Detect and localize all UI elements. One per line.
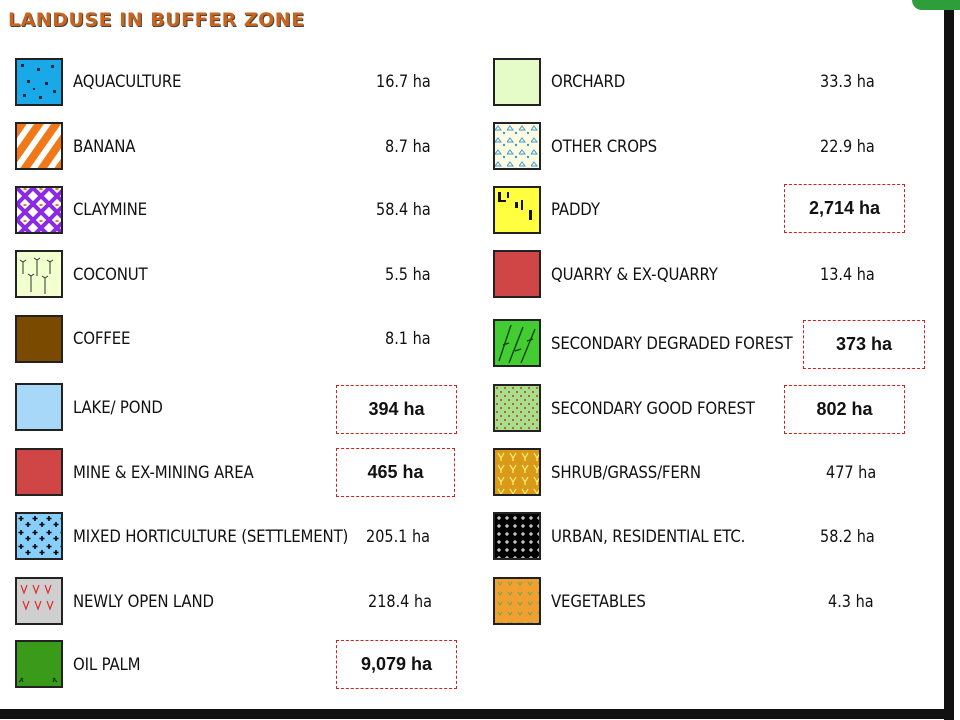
landuse-label-banana: BANANA: [73, 137, 136, 157]
secondary-degraded-forest-swatch: [493, 319, 541, 367]
landuse-label-oil-palm: OIL PALM: [73, 655, 141, 675]
landuse-label-paddy: PADDY: [551, 200, 600, 220]
coffee-swatch: [15, 315, 63, 363]
callout-good-forest-area: 802 ha: [784, 385, 905, 434]
newly-open-land-swatch: [15, 577, 63, 625]
landuse-area-coffee: 8.1 ha: [385, 329, 431, 349]
landuse-label-coffee: COFFEE: [73, 329, 131, 349]
landuse-area-quarry: 13.4 ha: [820, 265, 875, 285]
landuse-label-coconut: COCONUT: [73, 265, 148, 285]
vegetables-swatch: [493, 577, 541, 625]
shrub-grass-fern-swatch: [493, 448, 541, 496]
landuse-label-lake-pond: LAKE/ POND: [73, 398, 163, 418]
claymine-swatch: [15, 186, 63, 234]
landuse-label-vegetables: VEGETABLES: [551, 592, 646, 612]
landuse-area-mixed-horticulture: 205.1 ha: [366, 527, 430, 547]
landuse-label-orchard: ORCHARD: [551, 72, 626, 92]
callout-lake-pond-area: 394 ha: [336, 385, 457, 434]
landuse-label-newly-open-land: NEWLY OPEN LAND: [73, 592, 214, 612]
landuse-label-urban-residential: URBAN, RESIDENTIAL ETC.: [551, 527, 746, 547]
quarry-swatch: [493, 250, 541, 298]
landuse-area-other-crops: 22.9 ha: [820, 137, 875, 157]
landuse-label-mixed-horticulture: MIXED HORTICULTURE (SETTLEMENT): [73, 527, 349, 547]
callout-paddy-area: 2,714 ha: [784, 184, 905, 233]
landuse-label-quarry: QUARRY & EX-QUARRY: [551, 265, 718, 285]
landuse-label-other-crops: OTHER CROPS: [551, 137, 657, 157]
landuse-area-coconut: 5.5 ha: [385, 265, 431, 285]
callout-oil-palm-area: 9,079 ha: [336, 640, 457, 689]
callout-mine-area: 465 ha: [336, 448, 455, 497]
landuse-area-urban-residential: 58.2 ha: [820, 527, 875, 547]
mixed-horticulture-swatch: [15, 512, 63, 560]
banana-swatch: [15, 122, 63, 170]
orchard-swatch: [493, 58, 541, 106]
urban-residential-swatch: [493, 512, 541, 560]
lake-pond-swatch: [15, 383, 63, 431]
frame-right-border: [944, 0, 954, 720]
secondary-good-forest-swatch: [493, 384, 541, 432]
frame-bottom-border: [0, 709, 954, 719]
landuse-label-mine: MINE & EX-MINING AREA: [73, 463, 254, 483]
landuse-label-aquaculture: AQUACULTURE: [73, 72, 182, 92]
legend-title: LANDUSE IN BUFFER ZONE: [8, 9, 305, 31]
oil-palm-swatch: [15, 640, 63, 688]
landuse-label-shrub-grass-fern: SHRUB/GRASS/FERN: [551, 463, 701, 483]
corner-tab: [912, 0, 960, 10]
landuse-area-vegetables: 4.3 ha: [828, 592, 874, 612]
landuse-label-secondary-degraded-forest: SECONDARY DEGRADED FOREST: [551, 334, 793, 354]
mine-swatch: [15, 448, 63, 496]
landuse-area-shrub-grass-fern: 477 ha: [826, 463, 877, 483]
landuse-area-banana: 8.7 ha: [385, 137, 431, 157]
landuse-label-secondary-good-forest: SECONDARY GOOD FOREST: [551, 399, 755, 419]
landuse-area-orchard: 33.3 ha: [820, 72, 875, 92]
landuse-label-claymine: CLAYMINE: [73, 200, 147, 220]
coconut-swatch: [15, 250, 63, 298]
paddy-swatch: [493, 186, 541, 234]
landuse-area-aquaculture: 16.7 ha: [376, 72, 431, 92]
landuse-area-claymine: 58.4 ha: [376, 200, 431, 220]
callout-degraded-forest-area: 373 ha: [803, 320, 925, 369]
aquaculture-swatch: [15, 58, 63, 106]
other-crops-swatch: [493, 122, 541, 170]
landuse-area-newly-open-land: 218.4 ha: [368, 592, 432, 612]
